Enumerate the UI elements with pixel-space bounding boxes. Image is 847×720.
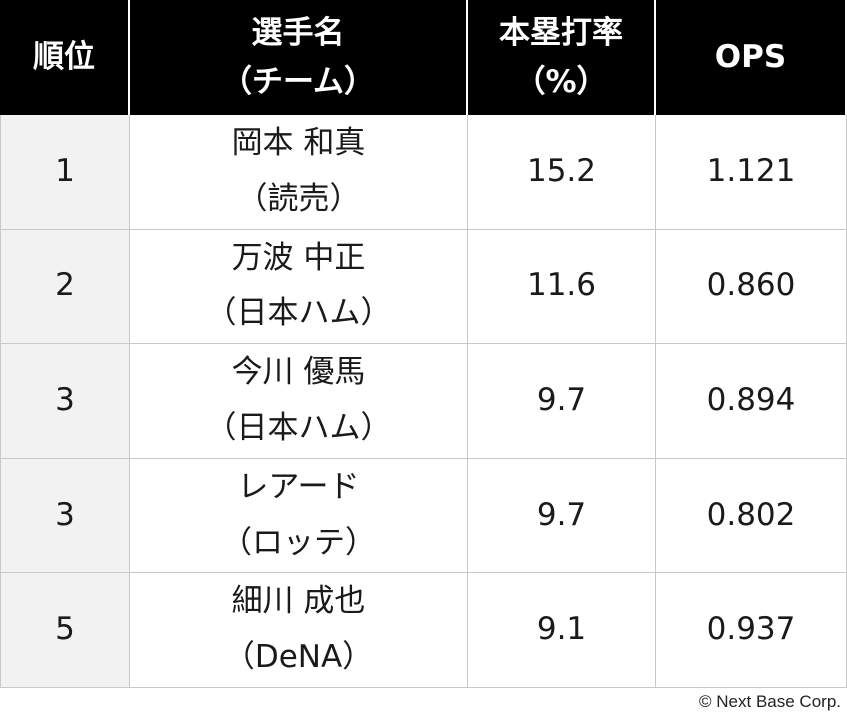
player-name: レアード — [237, 468, 360, 505]
rank-cell: 3 — [0, 458, 130, 574]
player-name: 今川 優馬 — [231, 354, 366, 391]
header-rank: 順位 — [0, 0, 130, 115]
player-name: 細川 成也 — [231, 583, 366, 620]
ops-cell: 0.937 — [656, 573, 847, 688]
player-team: （日本ハム） — [205, 409, 392, 446]
hr-rate-cell: 9.7 — [468, 458, 656, 574]
ops-cell: 1.121 — [656, 115, 847, 230]
rank-cell: 2 — [0, 229, 130, 345]
header-player-sublabel: （チーム） — [220, 63, 376, 100]
header-hr-rate-label: 本塁打率 — [499, 15, 623, 52]
hr-rate-cell: 15.2 — [468, 115, 656, 230]
ops-cell: 0.802 — [656, 458, 847, 574]
player-team: （日本ハム） — [205, 295, 392, 332]
copyright-text: © Next Base Corp. — [699, 692, 841, 711]
header-hr-rate: 本塁打率 （%） — [468, 0, 656, 115]
rank-cell: 5 — [0, 573, 130, 688]
player-team: （ロッテ） — [221, 524, 376, 561]
hr-rate-cell: 9.7 — [468, 344, 656, 459]
ops-cell: 0.894 — [656, 344, 847, 459]
player-cell: 今川 優馬 （日本ハム） — [130, 344, 468, 459]
header-player: 選手名 （チーム） — [130, 0, 468, 115]
player-cell: レアード （ロッテ） — [130, 458, 468, 574]
header-ops-label: OPS — [714, 39, 787, 76]
player-cell: 細川 成也 （DeNA） — [130, 573, 468, 688]
header-hr-rate-sublabel: （%） — [514, 63, 608, 100]
header-player-label: 選手名 — [251, 15, 345, 52]
player-team: （読売） — [236, 180, 361, 217]
header-rank-label: 順位 — [33, 39, 95, 76]
player-cell: 岡本 和真 （読売） — [130, 115, 468, 230]
player-team: （DeNA） — [223, 639, 374, 676]
ops-cell: 0.860 — [656, 229, 847, 345]
player-name: 万波 中正 — [231, 239, 366, 276]
rank-cell: 3 — [0, 344, 130, 459]
hr-rate-cell: 11.6 — [468, 229, 656, 345]
rank-cell: 1 — [0, 115, 130, 230]
hr-rate-cell: 9.1 — [468, 573, 656, 688]
header-ops: OPS — [656, 0, 847, 115]
player-name: 岡本 和真 — [231, 125, 366, 161]
stats-table: 順位 選手名 （チーム） 本塁打率 （%） OPS 1 岡本 和真 （読売） 1… — [0, 0, 847, 688]
player-cell: 万波 中正 （日本ハム） — [130, 229, 468, 345]
